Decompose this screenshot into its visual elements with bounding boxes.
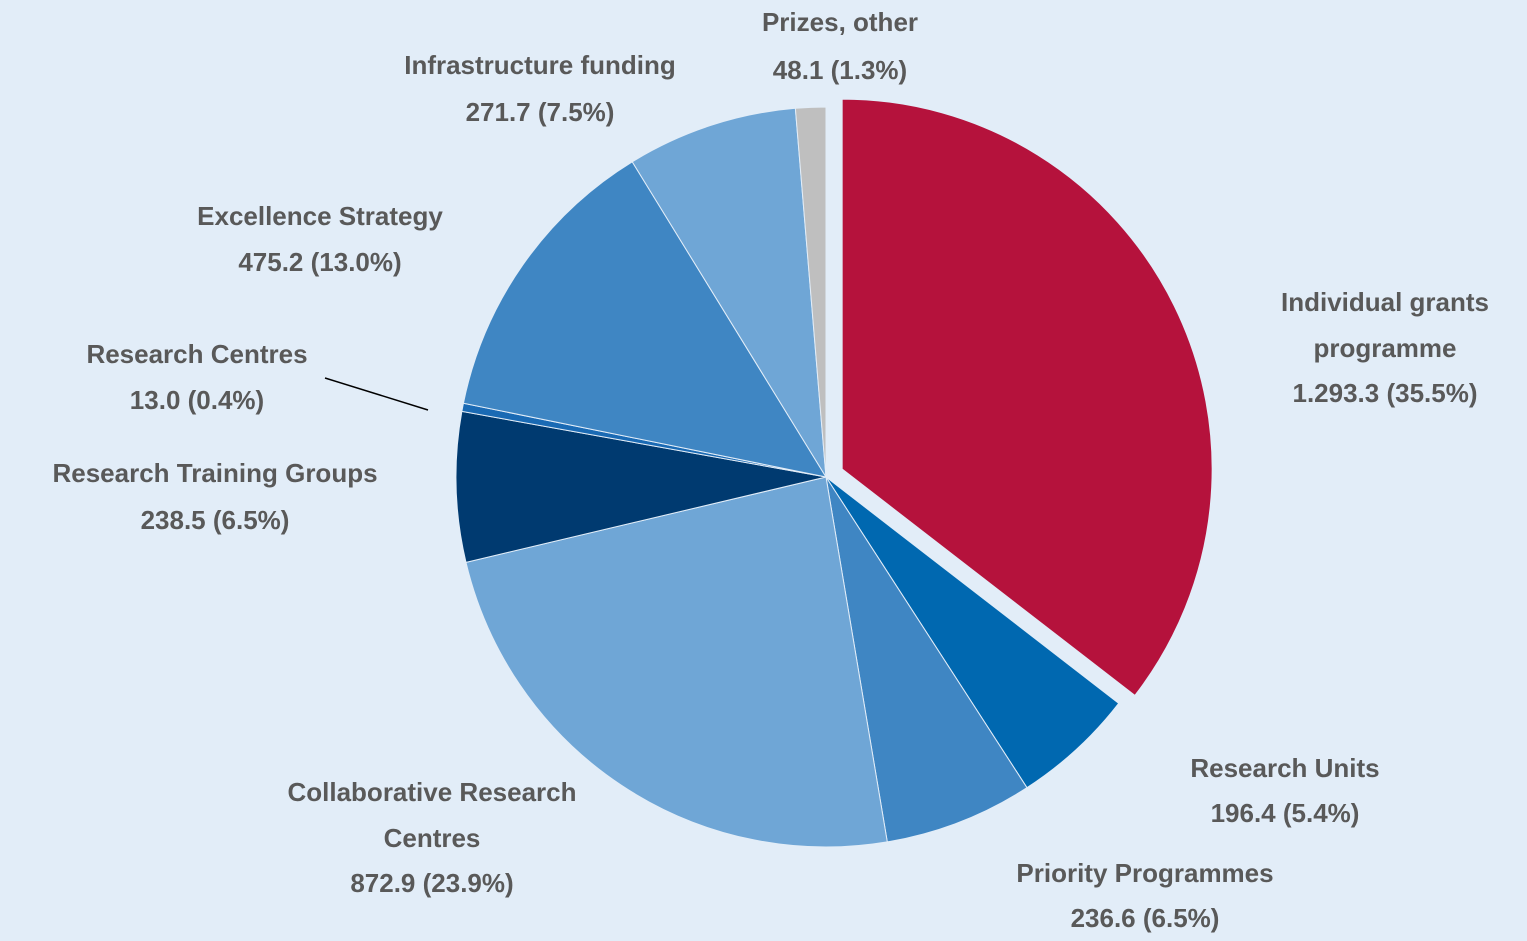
slice-label: Prizes, other [761, 7, 919, 37]
slice-label: Research Centres [86, 339, 308, 369]
value-label: 196.4 (5.4%) [1210, 798, 1360, 828]
pie-slice [825, 476, 1028, 843]
pie-slice [465, 476, 888, 848]
slice-label: Research Units [1190, 753, 1380, 783]
value-label: 475.2 (13.0%) [238, 247, 402, 277]
slice-label: Collaborative Research Centres [287, 777, 577, 853]
slice-label: Excellence Strategy [197, 201, 443, 231]
value-label: 1.293.3 (35.5%) [1292, 378, 1478, 408]
value-label: 48.1 (1.3%) [772, 55, 908, 85]
value-label: 13.0 (0.4%) [129, 385, 265, 415]
value-label: 238.5 (6.5%) [140, 505, 290, 535]
value-label: 236.6 (6.5%) [1070, 903, 1220, 933]
pie-slice [841, 98, 1213, 697]
pie-slice [631, 107, 827, 478]
slice-label: Infrastructure funding [404, 50, 676, 80]
pie-slice [794, 106, 827, 478]
leader-line [324, 377, 429, 411]
slice-label: Research Training Groups [52, 458, 378, 488]
slice-label: Priority Programmes [1016, 858, 1274, 888]
pie-slice [462, 161, 828, 478]
value-label: 271.7 (7.5%) [465, 97, 615, 127]
slice-label: Individual grants programme [1280, 287, 1490, 363]
value-label: 872.9 (23.9%) [350, 868, 514, 898]
pie-slice [455, 410, 827, 563]
